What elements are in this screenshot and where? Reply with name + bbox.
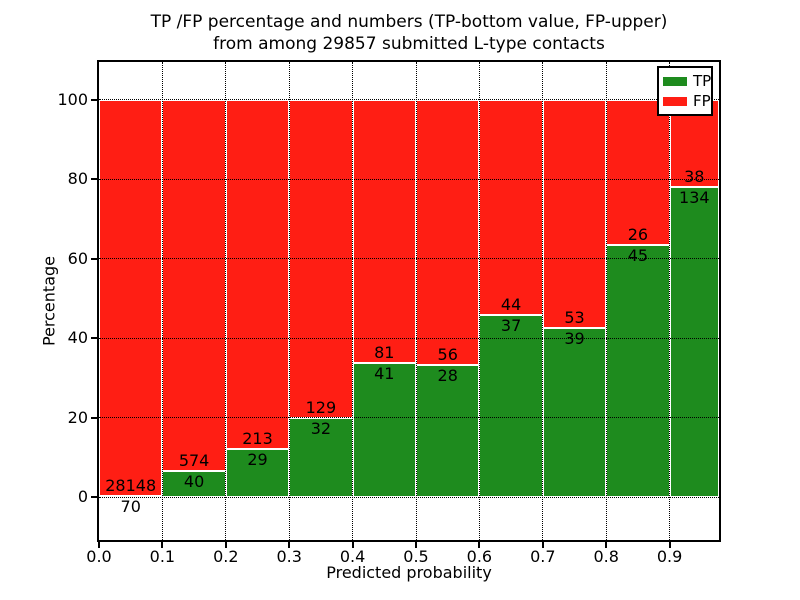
gridline-vertical bbox=[478, 62, 480, 540]
x-tick-label: 0.8 bbox=[593, 547, 619, 566]
x-tick-label: 0.1 bbox=[149, 547, 176, 566]
x-tick-label: 0.4 bbox=[339, 547, 366, 566]
x-axis-tick bbox=[98, 542, 100, 548]
fp-count-label: 213 bbox=[242, 429, 273, 449]
chart-title-line-2: from among 29857 submitted L-type contac… bbox=[213, 34, 605, 54]
tp-count-label: 39 bbox=[564, 329, 585, 349]
bar-segment-fp bbox=[352, 99, 416, 364]
bar-segment-fp bbox=[225, 99, 290, 450]
x-axis-tick bbox=[541, 542, 544, 548]
x-tick-label: 0.6 bbox=[466, 547, 493, 566]
gridline-vertical bbox=[669, 62, 671, 540]
bar-segment-fp bbox=[99, 99, 163, 496]
y-axis-tick bbox=[91, 98, 97, 101]
y-tick-label: 0 bbox=[77, 487, 88, 506]
gridline-vertical bbox=[415, 62, 417, 540]
fp-count-label: 26 bbox=[627, 225, 649, 245]
bar-segment-tp bbox=[352, 363, 416, 497]
legend: TP FP bbox=[657, 66, 713, 116]
bar-segment-fp bbox=[416, 99, 480, 365]
x-axis-label: Predicted probability bbox=[326, 563, 492, 582]
tp-count-label: 70 bbox=[120, 497, 141, 516]
tp-count-label: 134 bbox=[679, 188, 710, 208]
fp-count-label: 38 bbox=[684, 167, 705, 187]
chart-title: TP /FP percentage and numbers (TP-bottom… bbox=[99, 11, 719, 55]
bar-segment-fp bbox=[542, 99, 607, 329]
fp-count-label: 44 bbox=[500, 295, 522, 315]
gridline-horizontal bbox=[99, 337, 719, 339]
y-axis-tick bbox=[91, 178, 97, 180]
x-tick-label: 0.5 bbox=[403, 547, 429, 566]
gridline-horizontal bbox=[99, 178, 719, 180]
bar-segment-fp bbox=[606, 99, 670, 246]
bar-segment-tp bbox=[162, 471, 226, 497]
x-tick-label: 0.9 bbox=[656, 547, 683, 566]
legend-label-fp: FP bbox=[693, 92, 711, 110]
gridline-vertical bbox=[288, 62, 290, 540]
gridline-horizontal bbox=[99, 417, 719, 418]
gridline-vertical bbox=[161, 62, 163, 540]
chart-title-line-1: TP /FP percentage and numbers (TP-bottom… bbox=[150, 12, 668, 32]
y-axis-tick bbox=[91, 337, 97, 339]
legend-entry-fp: FP bbox=[663, 91, 711, 111]
legend-entry-tp: TP bbox=[663, 71, 711, 91]
fp-count-label: 28148 bbox=[105, 476, 157, 495]
x-tick-label: 0.2 bbox=[213, 547, 239, 566]
tp-count-label: 32 bbox=[310, 418, 332, 438]
legend-swatch-tp bbox=[663, 76, 687, 86]
x-axis-tick bbox=[224, 542, 227, 548]
x-tick-label: 0.7 bbox=[530, 547, 556, 566]
x-axis-tick bbox=[351, 542, 354, 548]
y-tick-label: 80 bbox=[67, 169, 88, 188]
y-axis-tick bbox=[91, 496, 97, 498]
x-tick-label: 0.0 bbox=[86, 547, 112, 566]
fp-count-label: 56 bbox=[437, 344, 458, 364]
x-axis-tick bbox=[668, 542, 671, 548]
tp-count-label: 29 bbox=[247, 450, 268, 470]
gridline-horizontal bbox=[99, 99, 719, 100]
y-tick-label: 20 bbox=[67, 407, 88, 427]
x-tick-label: 0.3 bbox=[276, 547, 302, 566]
bar-segment-tp bbox=[669, 187, 719, 497]
bar-segment-fp bbox=[162, 99, 226, 472]
gridline-vertical bbox=[542, 62, 544, 540]
bar-segment-tp bbox=[289, 417, 353, 497]
tp-count-label: 45 bbox=[627, 246, 649, 266]
tp-count-label: 28 bbox=[437, 365, 458, 385]
gridline-vertical bbox=[605, 62, 607, 540]
fp-count-label: 129 bbox=[305, 397, 337, 417]
bar-segment-fp bbox=[479, 99, 543, 316]
bar-segment-tp bbox=[479, 315, 543, 497]
bar-segment-tp bbox=[225, 449, 290, 497]
x-axis-tick bbox=[605, 542, 608, 548]
fp-count-label: 81 bbox=[374, 343, 395, 363]
tp-count-label: 40 bbox=[183, 472, 205, 492]
tp-count-label: 41 bbox=[374, 364, 395, 384]
y-tick-label: 100 bbox=[57, 89, 88, 109]
fp-count-label: 574 bbox=[178, 451, 210, 471]
gridline-vertical bbox=[352, 62, 354, 540]
bar-segment-tp bbox=[542, 328, 607, 497]
bar-segment-tp bbox=[606, 245, 670, 497]
plot-area: 28148 70 574 40 213 29 129 32 81 41 56 28 44 37 53 39 26… bbox=[57, 60, 721, 566]
y-tick-label: 60 bbox=[67, 248, 88, 268]
fp-count-label: 53 bbox=[564, 308, 585, 328]
x-axis-tick bbox=[288, 542, 291, 548]
y-tick-label: 40 bbox=[67, 328, 88, 347]
legend-label-tp: TP bbox=[693, 72, 712, 90]
gridline-horizontal bbox=[99, 496, 719, 498]
x-axis-tick bbox=[415, 542, 417, 548]
gridline-vertical bbox=[225, 62, 227, 540]
gridline-horizontal bbox=[99, 258, 719, 259]
y-axis-tick bbox=[91, 416, 97, 419]
x-axis-tick bbox=[161, 542, 164, 548]
tp-count-label: 37 bbox=[500, 316, 522, 336]
y-axis-tick bbox=[91, 257, 97, 260]
x-axis-tick bbox=[478, 542, 481, 548]
legend-swatch-fp bbox=[663, 96, 687, 106]
